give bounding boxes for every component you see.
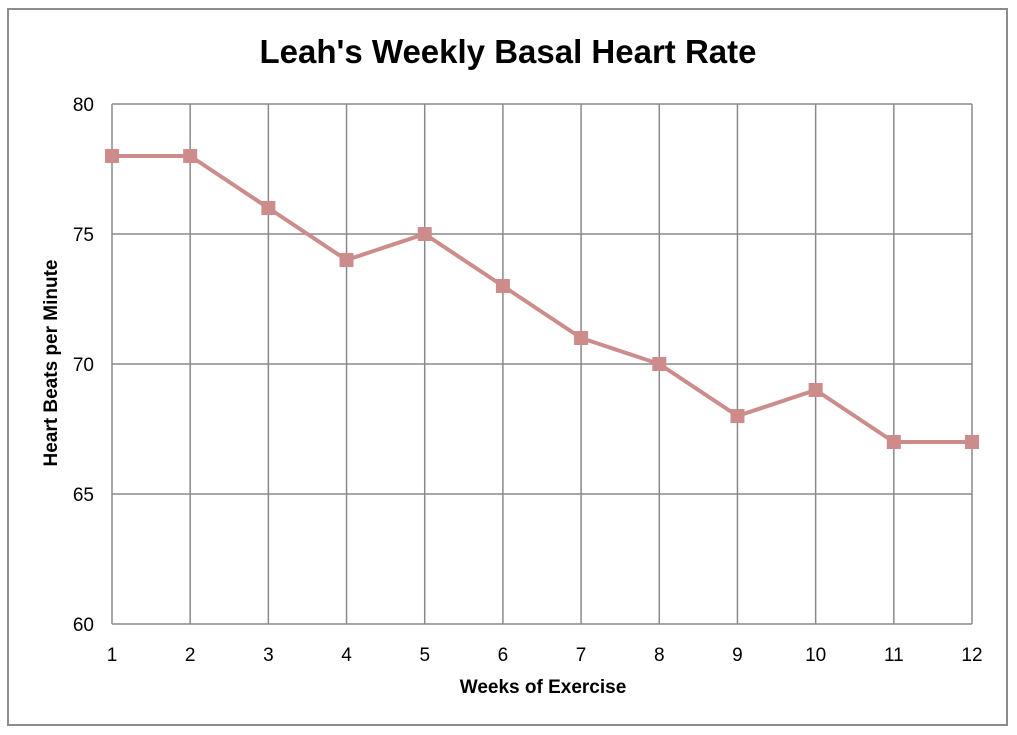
- x-tick-label: 2: [185, 645, 196, 666]
- x-tick-label: 7: [576, 645, 587, 666]
- chart-title: Leah's Weekly Basal Heart Rate: [260, 33, 757, 70]
- data-point: [105, 149, 119, 163]
- chart-frame: [7, 8, 1008, 726]
- series-line: [112, 154, 972, 444]
- data-point: [417, 227, 432, 241]
- y-tick-label: 75: [73, 225, 94, 246]
- x-tick-label: 10: [805, 645, 826, 666]
- x-tick-label: 8: [654, 645, 665, 666]
- x-tick-label: 11: [884, 645, 904, 666]
- grid: [111, 103, 973, 625]
- x-axis-label: Weeks of Exercise: [460, 677, 627, 698]
- data-point: [652, 357, 667, 371]
- data-point: [886, 435, 901, 449]
- data-point: [495, 279, 510, 293]
- x-tick-label: 5: [419, 645, 430, 666]
- y-axis-label: Heart Beats per Minute: [41, 260, 62, 467]
- data-point: [730, 409, 745, 423]
- data-point: [965, 435, 979, 449]
- x-tick-label: 4: [341, 645, 352, 666]
- series-layer: [105, 149, 979, 449]
- x-tick-label: 12: [961, 645, 982, 666]
- y-tick-label: 80: [73, 95, 94, 116]
- x-tick-label: 6: [498, 645, 509, 666]
- data-point: [183, 149, 198, 163]
- data-point: [339, 253, 354, 267]
- x-tick-label: 1: [107, 645, 118, 666]
- data-point: [574, 331, 589, 345]
- x-tick-label: 3: [263, 645, 274, 666]
- x-tick-label: 9: [732, 645, 743, 666]
- data-point: [261, 201, 276, 215]
- y-tick-label: 65: [73, 485, 94, 506]
- y-tick-label: 60: [73, 615, 94, 636]
- data-point: [808, 383, 823, 397]
- y-tick-label: 70: [73, 355, 94, 376]
